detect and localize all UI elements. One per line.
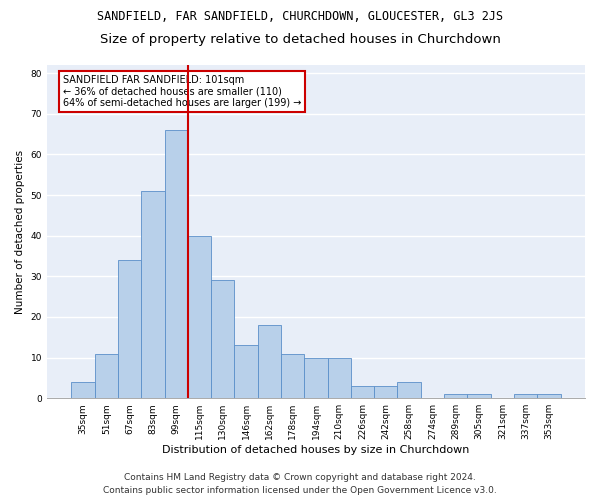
- Bar: [444, 394, 467, 398]
- Bar: [397, 382, 421, 398]
- Bar: [141, 191, 164, 398]
- Text: Contains HM Land Registry data © Crown copyright and database right 2024.
Contai: Contains HM Land Registry data © Crown c…: [103, 474, 497, 495]
- Y-axis label: Number of detached properties: Number of detached properties: [15, 150, 25, 314]
- Bar: [328, 358, 351, 398]
- Bar: [537, 394, 560, 398]
- Bar: [188, 236, 211, 398]
- Bar: [71, 382, 95, 398]
- Bar: [95, 354, 118, 398]
- Bar: [211, 280, 235, 398]
- Bar: [164, 130, 188, 398]
- Bar: [235, 346, 258, 398]
- Bar: [351, 386, 374, 398]
- Text: SANDFIELD FAR SANDFIELD: 101sqm
← 36% of detached houses are smaller (110)
64% o: SANDFIELD FAR SANDFIELD: 101sqm ← 36% of…: [63, 75, 301, 108]
- Bar: [514, 394, 537, 398]
- Bar: [258, 325, 281, 398]
- Bar: [118, 260, 141, 398]
- Bar: [374, 386, 397, 398]
- Text: Size of property relative to detached houses in Churchdown: Size of property relative to detached ho…: [100, 32, 500, 46]
- Bar: [281, 354, 304, 398]
- X-axis label: Distribution of detached houses by size in Churchdown: Distribution of detached houses by size …: [162, 445, 470, 455]
- Text: SANDFIELD, FAR SANDFIELD, CHURCHDOWN, GLOUCESTER, GL3 2JS: SANDFIELD, FAR SANDFIELD, CHURCHDOWN, GL…: [97, 10, 503, 23]
- Bar: [467, 394, 491, 398]
- Bar: [304, 358, 328, 398]
